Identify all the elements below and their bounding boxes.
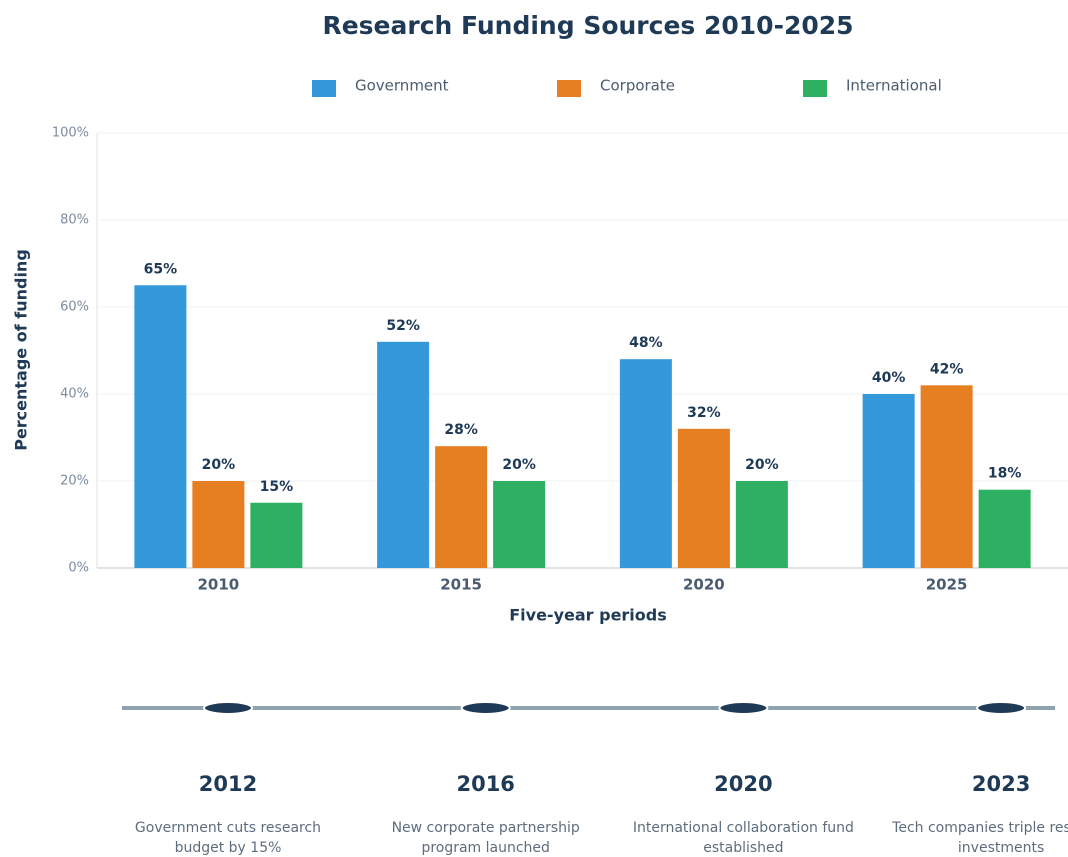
y-tick-label: 100% [52, 126, 89, 141]
timeline-text: International collaboration fund establi… [632, 820, 854, 856]
bar [377, 341, 430, 568]
y-tick-label: 40% [60, 387, 89, 402]
timeline-marker [718, 701, 769, 715]
bar [920, 385, 973, 568]
y-tick-label: 80% [60, 213, 89, 228]
y-axis-title: Percentage of funding [12, 249, 31, 451]
legend-label: International [846, 77, 942, 95]
bar [134, 285, 187, 568]
x-tick-label: 2010 [198, 576, 240, 594]
data-label: 28% [444, 422, 478, 438]
bar [862, 394, 915, 568]
chart-title: Research Funding Sources 2010-2025 [322, 11, 853, 40]
data-label: 18% [988, 466, 1022, 482]
bar [435, 446, 488, 568]
bar [735, 481, 788, 568]
x-tick-label: 2020 [683, 576, 725, 594]
x-axis-title: Five-year periods [509, 606, 667, 625]
x-tick-label: 2015 [440, 576, 482, 594]
y-tick-label: 0% [68, 561, 89, 576]
timeline-text: Government cuts research budget by 15% [134, 820, 322, 856]
legend-label: Corporate [600, 77, 675, 95]
bar [493, 481, 546, 568]
data-label: 52% [386, 318, 420, 334]
legend-swatch [803, 80, 827, 97]
legend-swatch [557, 80, 581, 97]
data-label: 32% [687, 405, 721, 421]
timeline-marker [460, 701, 511, 715]
data-label: 20% [502, 457, 536, 473]
legend-label: Government [355, 77, 449, 95]
timeline-year: 2020 [714, 772, 772, 796]
timeline-year: 2012 [199, 772, 257, 796]
timeline-marker [976, 701, 1027, 715]
data-label: 48% [629, 335, 663, 351]
timeline-year: 2023 [972, 772, 1030, 796]
bar [978, 489, 1031, 568]
data-label: 20% [745, 457, 779, 473]
timeline-year: 2016 [456, 772, 514, 796]
bar [677, 428, 730, 568]
data-label: 40% [872, 370, 906, 386]
data-label: 65% [144, 261, 178, 277]
y-tick-label: 60% [60, 300, 89, 315]
bar [192, 481, 245, 568]
bar [250, 502, 303, 568]
data-label: 15% [260, 479, 294, 495]
y-tick-label: 20% [60, 474, 89, 489]
data-label: 20% [202, 457, 236, 473]
timeline-text: New corporate partnership program launch… [391, 820, 580, 856]
data-label: 42% [930, 361, 964, 377]
x-tick-label: 2025 [926, 576, 968, 594]
timeline-text: Tech companies triple research investmen… [892, 820, 1068, 856]
timeline-marker [203, 701, 253, 715]
bar [619, 359, 672, 568]
legend-swatch [312, 80, 336, 97]
